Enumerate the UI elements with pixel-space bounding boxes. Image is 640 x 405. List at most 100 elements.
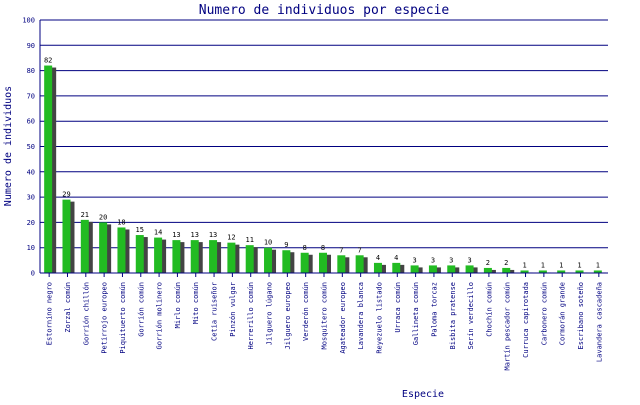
bar	[172, 240, 181, 273]
value-label: 14	[154, 229, 162, 237]
value-label: 8	[303, 244, 307, 252]
y-tick-label: 40	[27, 168, 35, 176]
category-label: Gallineta común	[412, 282, 420, 345]
bar	[190, 240, 199, 273]
value-label: 8	[321, 244, 325, 252]
bar	[209, 240, 218, 273]
category-label: Piquituerto común	[119, 282, 127, 354]
value-label: 4	[376, 254, 380, 262]
value-label: 7	[339, 246, 343, 254]
y-tick-label: 60	[27, 118, 35, 126]
value-label: 13	[172, 231, 180, 239]
y-tick-label: 80	[27, 67, 35, 75]
value-label: 3	[413, 256, 417, 264]
y-tick-label: 100	[22, 17, 35, 25]
bar	[373, 262, 382, 273]
bar	[319, 252, 327, 273]
y-axis: 0 10 20 30 40 50 60 70 80 90 100	[22, 17, 41, 278]
category-label: Estornino negro	[46, 282, 54, 345]
category-label: Paloma torcaz	[430, 282, 438, 337]
bar	[502, 267, 511, 273]
value-label: 2	[486, 259, 490, 267]
value-label: 1	[541, 261, 545, 269]
y-tick-label: 20	[27, 219, 35, 227]
value-label: 1	[522, 261, 526, 269]
category-label: Cormorán grande	[559, 282, 567, 345]
category-label: Cetia ruiseñor	[211, 282, 219, 341]
bar	[410, 265, 419, 273]
category-label: Reyezuelo listado	[375, 282, 383, 354]
category-label: Chochín común	[485, 282, 493, 337]
bar	[428, 265, 437, 273]
category-label: Mito común	[192, 282, 200, 324]
bar	[337, 255, 346, 273]
bar	[135, 235, 144, 273]
value-label: 12	[227, 234, 235, 242]
category-label: Carbonero común	[540, 282, 548, 345]
value-label: 15	[136, 226, 144, 234]
bar	[264, 247, 273, 273]
bar	[245, 245, 254, 273]
y-tick-label: 90	[27, 42, 35, 50]
y-axis-title: Numero de individuos	[3, 86, 14, 206]
value-label: 3	[467, 256, 471, 264]
bar	[300, 252, 309, 273]
value-label: 4	[394, 254, 398, 262]
bar	[538, 270, 547, 273]
category-label: Urraca común	[394, 282, 402, 333]
category-label: Herrerillo común	[247, 282, 255, 349]
category-label: Agateador europeo	[339, 282, 347, 354]
value-label: 1	[596, 261, 600, 269]
bar	[447, 265, 456, 273]
category-label: Lavandera cascadeña	[595, 282, 603, 362]
y-tick-label: 0	[31, 270, 35, 278]
value-label: 2	[504, 259, 508, 267]
category-label: Gorrión chillón	[82, 282, 90, 345]
bar	[520, 270, 529, 273]
bar	[62, 199, 71, 273]
category-label: Pinzón vulgar	[229, 282, 237, 337]
x-axis-title: Especie	[402, 389, 444, 400]
value-label: 10	[264, 239, 272, 247]
category-label: Petirrojo europeo	[101, 282, 109, 354]
bar-shadow	[506, 269, 515, 273]
category-label: Curruca capirotada	[522, 282, 530, 358]
bar	[282, 250, 291, 273]
bar	[99, 222, 108, 273]
bar	[80, 219, 89, 273]
bar	[154, 237, 163, 273]
category-label: Jilguero lúgano	[266, 282, 274, 345]
value-label: 1	[577, 261, 581, 269]
value-label: 29	[62, 191, 70, 199]
y-tick-label: 10	[27, 244, 35, 252]
bar	[227, 242, 236, 273]
value-label: 9	[284, 241, 288, 249]
bar	[117, 227, 126, 273]
category-label: Verderón común	[302, 282, 310, 341]
category-label: Bisbita pratense	[449, 282, 457, 349]
value-label: 21	[81, 211, 89, 219]
category-label: Lavandera blanca	[357, 282, 365, 349]
value-label: 20	[99, 213, 107, 221]
y-tick-label: 70	[27, 92, 35, 100]
chart-title: Numero de individuos por especie	[199, 3, 450, 18]
y-tick-label: 30	[27, 194, 35, 202]
value-label: 13	[191, 231, 199, 239]
category-label: Serín verdecillo	[467, 282, 475, 349]
category-label: Jilguero europeo	[284, 282, 292, 349]
value-label: 13	[209, 231, 217, 239]
category-label: Martín pescador común	[504, 282, 512, 371]
value-label: 18	[117, 218, 125, 226]
bar	[593, 270, 602, 273]
bar	[557, 270, 566, 273]
bar	[483, 267, 492, 273]
value-label: 3	[431, 256, 435, 264]
y-tick-label: 50	[27, 143, 35, 151]
category-label: Gorrión común	[137, 282, 145, 337]
gridlines	[40, 19, 608, 274]
value-label: 3	[449, 256, 453, 264]
value-label: 7	[358, 246, 362, 254]
